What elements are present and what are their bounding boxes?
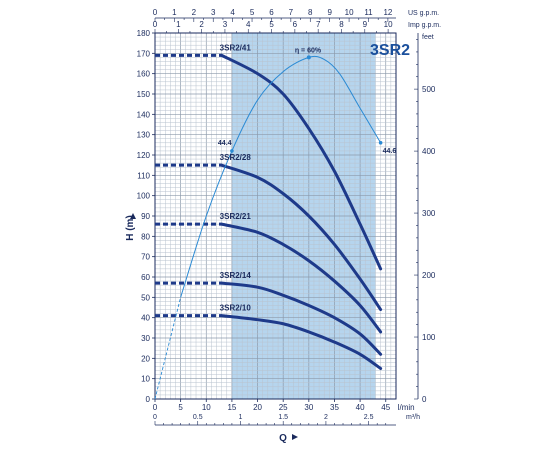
feet-tick-label: 200	[422, 271, 436, 280]
m3h-tick-label: 0	[153, 414, 157, 421]
x-tick-label: 20	[253, 403, 262, 412]
y-tick-label: 30	[141, 334, 150, 343]
m3h-tick-label: 1	[239, 414, 243, 421]
x-unit-label: l/min	[398, 403, 415, 412]
imp-gpm-tick-label: 0	[153, 20, 158, 29]
us-gpm-tick-label: 7	[289, 8, 294, 17]
y-tick-label: 100	[137, 192, 151, 201]
m3h-tick-label: 2.5	[364, 414, 374, 421]
imp-gpm-tick-label: 1	[176, 20, 181, 29]
x-axis-arrow-icon	[292, 434, 298, 440]
us-gpm-tick-label: 5	[250, 8, 255, 17]
imp-gpm-tick-label: 4	[246, 20, 251, 29]
x-tick-label: 35	[330, 403, 339, 412]
efficiency-curve	[180, 55, 382, 298]
feet-unit-label: feet	[422, 34, 434, 41]
us-gpm-unit-label: US g.p.m.	[408, 10, 439, 17]
efficiency-curve-dashed	[154, 297, 182, 400]
feet-tick-label: 100	[422, 333, 436, 342]
x-tick-label: 5	[178, 403, 183, 412]
us-gpm-tick-label: 8	[308, 8, 313, 17]
us-gpm-tick-label: 0	[153, 8, 158, 17]
efficiency-right-point	[378, 141, 383, 145]
efficiency-left-point	[230, 149, 234, 153]
m3h-tick-label: 2	[324, 414, 328, 421]
y-tick-label: 70	[141, 253, 150, 262]
imp-gpm-unit-label: Imp g.p.m.	[408, 22, 441, 29]
us-gpm-tick-label: 3	[211, 8, 216, 17]
x-tick-label: 15	[227, 403, 236, 412]
efficiency-left-value: 44.4	[218, 140, 232, 147]
imp-gpm-tick-label: 5	[269, 20, 274, 29]
chart-title: 3SR2	[370, 42, 410, 59]
us-gpm-tick-label: 4	[230, 8, 235, 17]
imp-gpm-tick-label: 7	[316, 20, 321, 29]
x-tick-label: 40	[356, 403, 365, 412]
us-gpm-tick-label: 12	[383, 8, 392, 17]
feet-tick-label: 300	[422, 209, 436, 218]
efficiency-label: η = 60%	[295, 47, 322, 54]
curve-label-3SR2-28: 3SR2/28	[220, 153, 252, 162]
y-tick-label: 90	[141, 212, 150, 221]
us-gpm-tick-label: 10	[345, 8, 354, 17]
y-tick-label: 60	[141, 273, 150, 282]
curve-label-3SR2-21: 3SR2/21	[220, 212, 252, 221]
y-tick-label: 120	[137, 151, 151, 160]
x-axis-title: Q	[279, 433, 287, 444]
pump-curve-3SR2-21	[220, 222, 383, 334]
y-tick-label: 140	[137, 110, 151, 119]
curve-label-3SR2-10: 3SR2/10	[220, 304, 252, 313]
y-axis-title: H (m)	[125, 215, 136, 241]
m3h-tick-label: 0.5	[193, 414, 203, 421]
feet-tick-label: 400	[422, 147, 436, 156]
us-gpm-tick-label: 11	[364, 8, 373, 17]
m3h-unit-label: m³/h	[406, 414, 420, 421]
y-tick-label: 130	[137, 131, 151, 140]
feet-tick-label: 500	[422, 85, 436, 94]
x-tick-label: 45	[381, 403, 390, 412]
y-tick-label: 110	[137, 171, 150, 180]
curve-label-3SR2-14: 3SR2/14	[220, 271, 252, 280]
imp-gpm-tick-label: 3	[223, 20, 228, 29]
efficiency-right-value: 44.6	[383, 148, 397, 155]
x-tick-label: 10	[202, 403, 211, 412]
y-tick-label: 0	[146, 395, 151, 404]
y-tick-label: 150	[137, 90, 151, 99]
curve-label-3SR2-41: 3SR2/41	[220, 43, 252, 52]
efficiency-peak-point	[306, 55, 311, 60]
y-tick-label: 80	[141, 232, 150, 241]
imp-gpm-tick-label: 6	[293, 20, 298, 29]
pump-curve-3SR2-14	[220, 281, 383, 356]
y-axis-arrow-icon	[130, 213, 136, 219]
imp-gpm-tick-label: 2	[199, 20, 204, 29]
feet-tick-label: 0	[422, 395, 427, 404]
us-gpm-tick-label: 9	[327, 8, 332, 17]
pump-curve-3SR2-28	[220, 163, 383, 312]
y-tick-label: 50	[141, 293, 150, 302]
x-tick-label: 0	[153, 403, 158, 412]
x-tick-label: 25	[279, 403, 288, 412]
imp-gpm-tick-label: 10	[384, 20, 393, 29]
m3h-tick-label: 1.5	[278, 414, 288, 421]
y-tick-label: 180	[137, 29, 151, 38]
imp-gpm-tick-label: 9	[363, 20, 368, 29]
imp-gpm-tick-label: 8	[339, 20, 344, 29]
y-tick-label: 10	[141, 375, 150, 384]
y-tick-label: 40	[141, 314, 150, 323]
us-gpm-tick-label: 6	[269, 8, 274, 17]
us-gpm-tick-label: 2	[192, 8, 197, 17]
pump-curve-3SR2-10	[220, 314, 383, 370]
y-tick-label: 20	[141, 354, 150, 363]
y-tick-label: 160	[137, 70, 151, 79]
us-gpm-tick-label: 1	[172, 8, 177, 17]
x-tick-label: 30	[304, 403, 313, 412]
y-tick-label: 170	[137, 49, 151, 58]
pump-curve-3SR2-41	[220, 53, 383, 271]
